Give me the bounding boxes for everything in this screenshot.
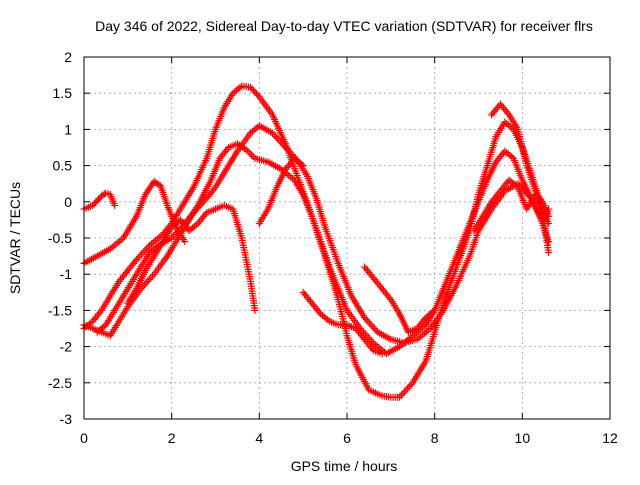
y-tick-label: 1.5 [53,85,73,101]
x-tick-label: 4 [255,430,263,446]
chart-title: Day 346 of 2022, Sidereal Day-to-day VTE… [95,18,593,34]
y-tick-label: -2 [60,339,73,355]
x-tick-label: 6 [343,430,351,446]
data-point [545,248,553,256]
data-point [251,306,259,314]
y-tick-label: -1.5 [48,302,72,318]
x-tick-label: 10 [515,430,531,446]
data-point [181,238,189,246]
y-axis-label: SDTVAR / TECUs [7,182,23,294]
y-tick-label: -3 [60,411,73,427]
y-tick-label: 2 [64,49,72,65]
y-tick-label: -2.5 [48,375,72,391]
x-tick-label: 12 [602,430,618,446]
data-point [378,350,386,358]
y-tick-label: -0.5 [48,230,72,246]
data-point [299,162,307,170]
y-tick-label: 0 [64,194,72,210]
x-tick-label: 8 [431,430,439,446]
data-point [431,306,439,314]
y-tick-label: -1 [60,266,73,282]
x-axis-label: GPS time / hours [291,458,398,474]
y-tick-label: 1 [64,121,72,137]
axis-ticks: 0 2 4 6 8 10 12 -3 -2.5 -2 -1.5 -1 -0.5 0 0.5 1 1.5 2 [48,49,618,446]
data-point [254,91,262,99]
grid-lines [84,57,610,419]
data-point [111,201,119,209]
x-tick-label: 2 [168,430,176,446]
x-tick-label: 0 [80,430,88,446]
y-tick-label: 0.5 [53,158,73,174]
data-points [80,82,553,401]
data-point [545,212,553,220]
